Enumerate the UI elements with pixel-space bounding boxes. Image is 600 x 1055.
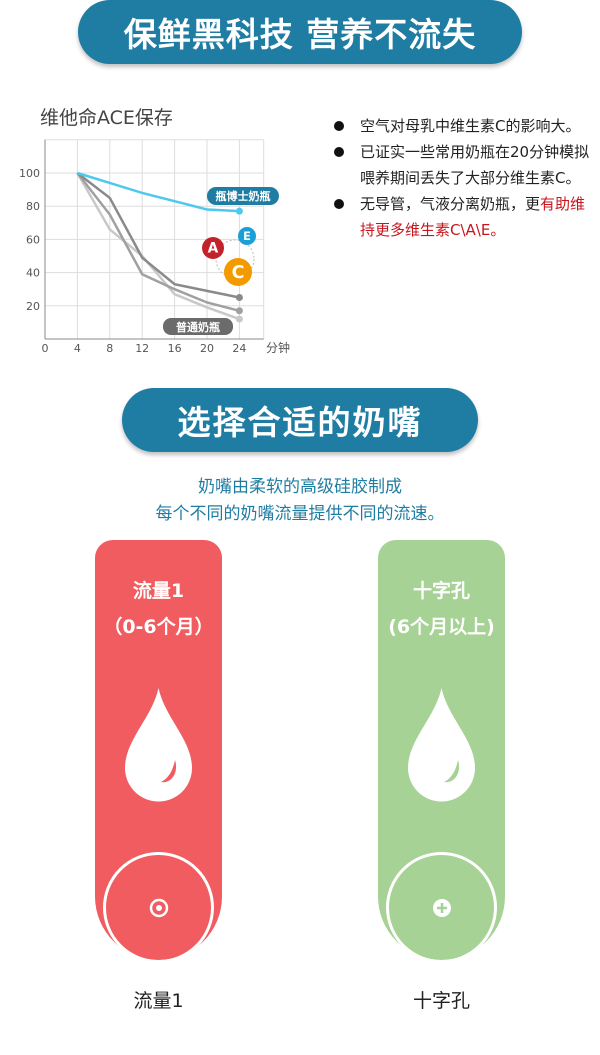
- vitamin-badge-label: E: [243, 230, 251, 243]
- brand-label-bg: [207, 187, 279, 205]
- card-title: 流量1: [132, 580, 185, 602]
- bullet-item: 空气对母乳中维生素C的影响大。: [334, 113, 594, 139]
- bullet-dot-icon: [334, 121, 344, 131]
- x-axis-label: 分钟: [266, 340, 290, 355]
- x-tick-label: 12: [135, 342, 149, 355]
- cross-icon: [433, 899, 451, 917]
- series-line: [77, 171, 240, 213]
- series-line: [76, 172, 240, 321]
- y-tick-label: 20: [26, 300, 40, 313]
- y-tick-label: 40: [26, 267, 40, 280]
- flow-ring: [103, 852, 214, 963]
- card-title: 十字孔: [412, 580, 470, 602]
- series-end-point: [235, 294, 243, 301]
- bullet-dot-icon: [334, 147, 344, 157]
- intro-line-1: 奶嘴由柔软的高级硅胶制成: [198, 477, 402, 497]
- milk-drop-icon: [125, 688, 192, 802]
- bullet-text: 已证实一些常用奶瓶在20分钟模拟喂养期间丢失了大部分维生素C。: [360, 143, 590, 187]
- dot-ring-icon: [149, 898, 169, 918]
- normal-series-label: 普通奶瓶: [176, 320, 220, 334]
- brand-series-label: 瓶博士奶瓶: [216, 189, 271, 203]
- card-label: 十字孔: [412, 990, 470, 1012]
- x-tick-label: 16: [168, 342, 182, 355]
- y-tick-label: 100: [19, 167, 40, 180]
- series-end-point: [235, 307, 243, 315]
- series-line: [76, 172, 240, 299]
- card-subtitle: (6个月以上): [388, 616, 495, 638]
- bullet-list: 空气对母乳中维生素C的影响大。 已证实一些常用奶瓶在20分钟模拟喂养期间丢失了大…: [334, 113, 594, 243]
- y-tick-label: 80: [26, 200, 40, 213]
- chart-title: 维他命ACE保存: [40, 107, 173, 129]
- normal-label-bg: [163, 318, 233, 335]
- nipple-card-cross: 十字孔 (6个月以上): [378, 540, 505, 963]
- bullet-item: 已证实一些常用奶瓶在20分钟模拟喂养期间丢失了大部分维生素C。: [334, 139, 594, 191]
- card-subtitle: （0-6个月）: [103, 616, 214, 638]
- series-end-point: [235, 207, 243, 215]
- bullet-dot-icon: [334, 199, 344, 209]
- vitamin-badge-label: A: [208, 241, 219, 257]
- series-end-point: [235, 315, 243, 323]
- vitamin-badge-label: C: [232, 263, 245, 283]
- flow-ring: [386, 852, 497, 963]
- bullet-highlight: 有助维持更多维生素C\A\E。: [360, 195, 586, 239]
- milk-drop-icon: [408, 688, 475, 802]
- banner-title: 保鲜黑科技 营养不流失: [78, 0, 522, 64]
- bullet-item: 无导管，气液分离奶瓶，更有助维持更多维生素C\A\E。: [334, 191, 594, 243]
- bullet-text: 空气对母乳中维生素C的影响大。: [360, 117, 581, 135]
- x-tick-label: 4: [74, 342, 81, 355]
- x-tick-label: 8: [106, 342, 113, 355]
- x-tick-label: 24: [232, 342, 246, 355]
- nipple-card-flow1: 流量1 （0-6个月）: [95, 540, 222, 963]
- card-label: 流量1: [133, 990, 184, 1012]
- vitamin-badge-icon: [202, 237, 224, 259]
- section-title: 选择合适的奶嘴: [122, 388, 478, 452]
- series-line: [76, 172, 240, 312]
- vitamin-badge-icon: [238, 227, 256, 245]
- x-tick-label: 0: [42, 342, 49, 355]
- vitamin-badge-icon: [224, 258, 252, 286]
- x-tick-label: 20: [200, 342, 214, 355]
- bullet-text: 无导管，气液分离奶瓶，更: [360, 195, 541, 213]
- y-tick-label: 60: [26, 233, 40, 246]
- intro-line-2: 每个不同的奶嘴流量提供不同的流速。: [155, 504, 445, 524]
